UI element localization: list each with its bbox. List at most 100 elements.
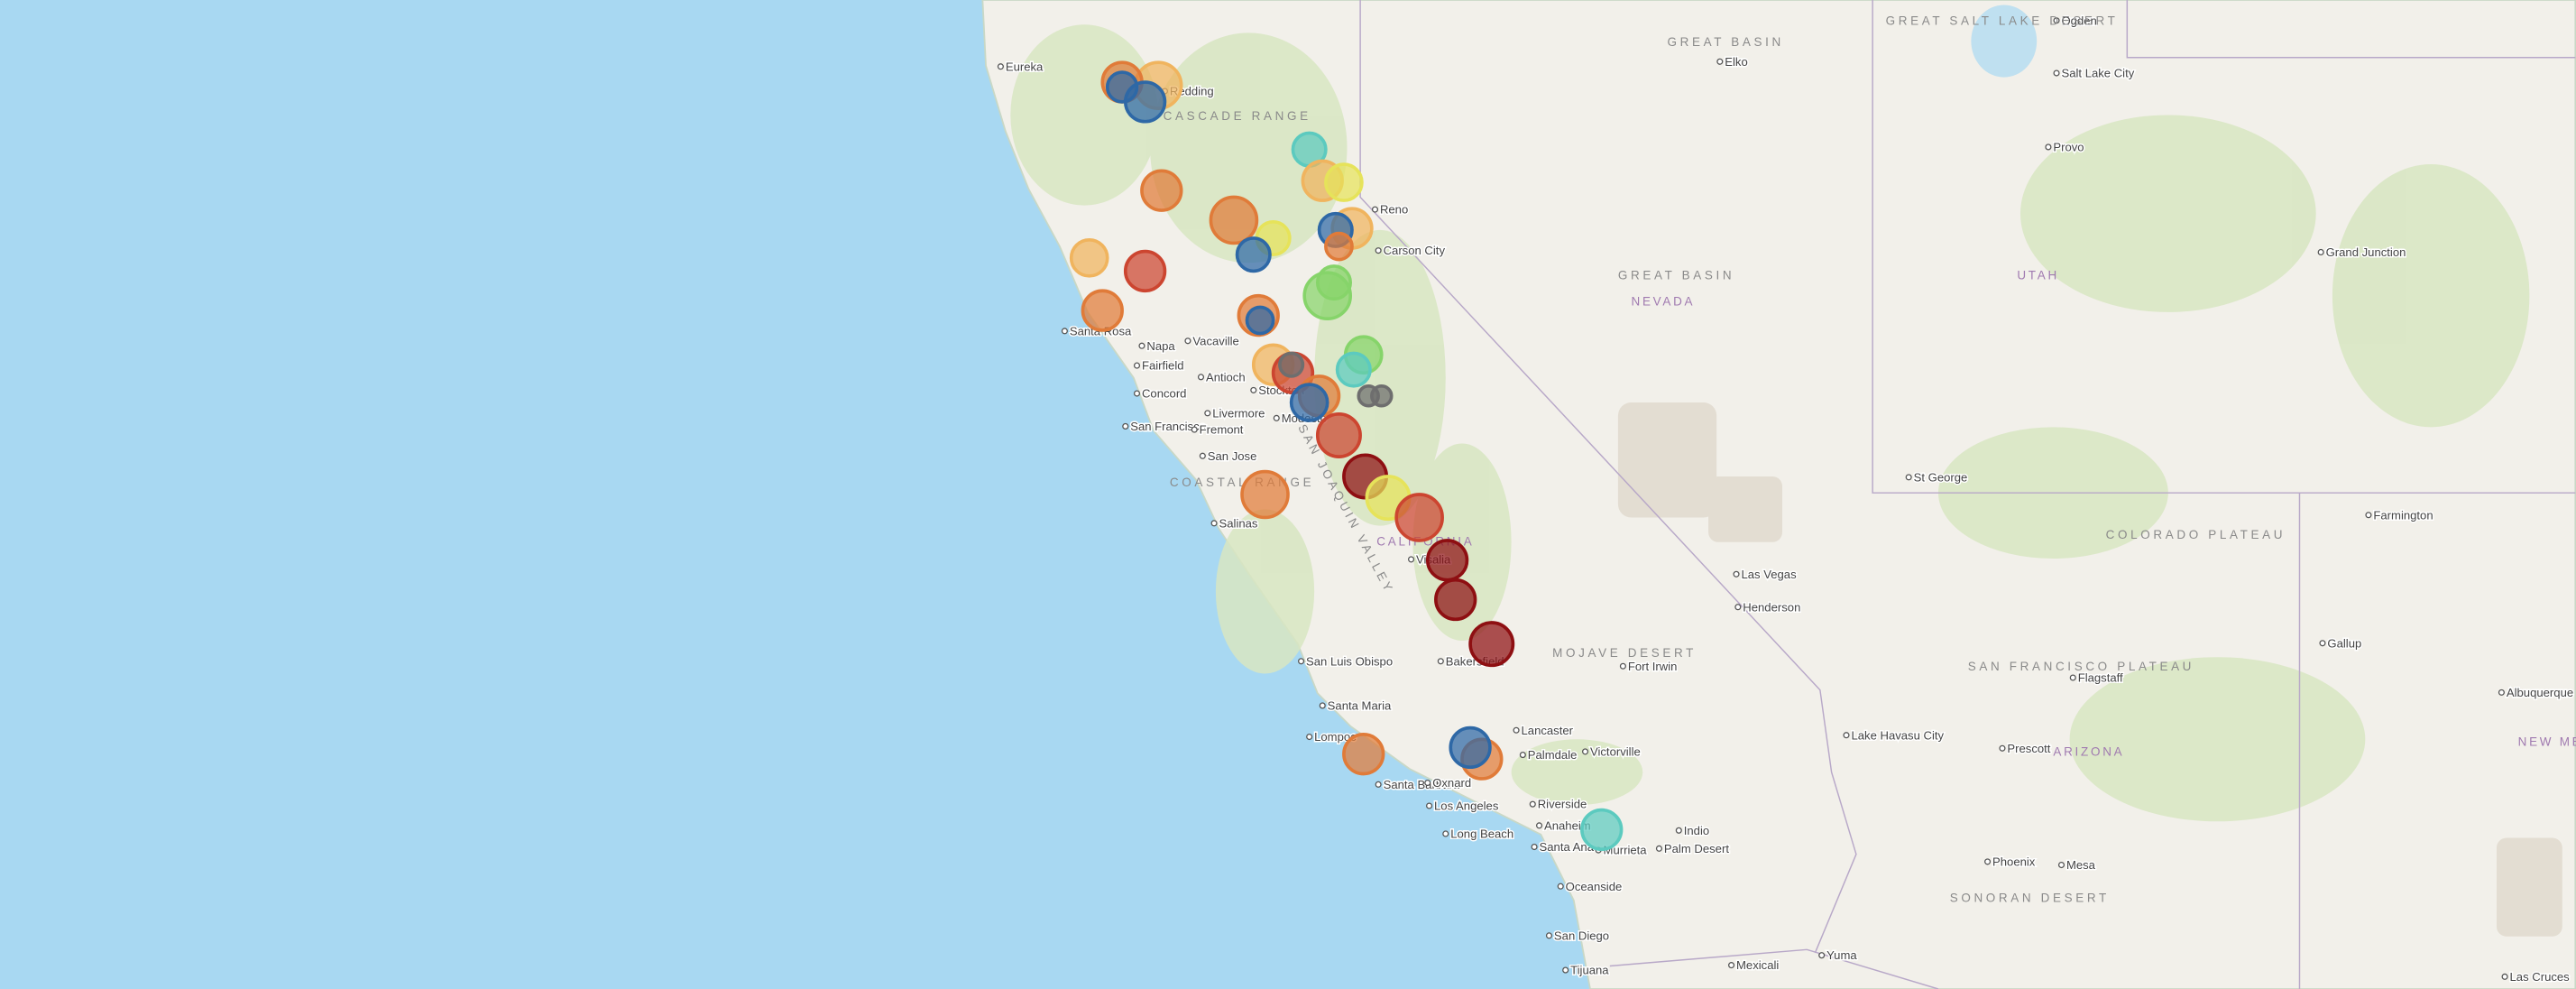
place-dot bbox=[1371, 206, 1379, 213]
site-marker bbox=[1370, 384, 1394, 408]
place-label: Fort Irwin bbox=[1628, 660, 1678, 673]
place-dot bbox=[1984, 858, 1992, 865]
site-marker bbox=[1434, 578, 1477, 622]
place-label: Provo bbox=[2053, 140, 2084, 153]
site-marker bbox=[1302, 271, 1353, 321]
place-dot bbox=[1191, 426, 1198, 433]
place-label: Farmington bbox=[2373, 508, 2433, 522]
place-dot bbox=[1061, 328, 1068, 335]
place-label: Palmdale bbox=[1528, 748, 1578, 762]
place-label: Victorville bbox=[1590, 744, 1641, 758]
site-marker bbox=[1289, 383, 1329, 422]
place-label: Lancaster bbox=[1522, 724, 1574, 737]
state-label: NEVADA bbox=[1632, 295, 1696, 309]
place-dot bbox=[1557, 883, 1564, 890]
place-label: San Francisco bbox=[1130, 420, 1206, 433]
state-label: ARIZONA bbox=[2053, 744, 2124, 758]
place-label: Elko bbox=[1725, 55, 1747, 69]
place-label: Phoenix bbox=[1992, 855, 2036, 868]
region-label: SONORAN DESERT bbox=[1950, 892, 2110, 905]
place-dot bbox=[1197, 374, 1205, 381]
site-marker bbox=[1081, 289, 1124, 332]
region-label: MOJAVE DESERT bbox=[1552, 646, 1697, 660]
place-label: Los Angeles bbox=[1434, 800, 1499, 813]
place-dot bbox=[1210, 520, 1218, 527]
site-marker bbox=[1324, 162, 1364, 202]
state-label: UTAH bbox=[2017, 269, 2059, 282]
place-label: Oxnard bbox=[1432, 776, 1471, 790]
place-label: Napa bbox=[1146, 339, 1175, 353]
place-dot bbox=[1442, 830, 1449, 837]
place-label: Fairfield bbox=[1142, 359, 1184, 373]
place-dot bbox=[1273, 414, 1280, 421]
site-marker bbox=[1235, 236, 1272, 273]
place-label: Tijuana bbox=[1570, 964, 1609, 977]
place-dot bbox=[1843, 732, 1850, 739]
place-label: Eureka bbox=[1006, 60, 1044, 73]
place-dot bbox=[1675, 827, 1682, 834]
region-label: GREAT BASIN bbox=[1618, 269, 1734, 282]
site-marker bbox=[1342, 732, 1385, 776]
site-marker bbox=[1123, 80, 1167, 124]
place-dot bbox=[2498, 689, 2505, 696]
place-label: Concord bbox=[1142, 387, 1186, 401]
place-dot bbox=[1733, 570, 1740, 578]
place-dot bbox=[1407, 556, 1415, 563]
place-dot bbox=[2045, 143, 2052, 151]
place-label: St George bbox=[1914, 470, 1968, 484]
place-dot bbox=[1529, 800, 1536, 808]
place-label: Las Vegas bbox=[1741, 568, 1797, 581]
place-label: Lake Havasu City bbox=[1851, 728, 1944, 742]
place-label: Santa Ana bbox=[1540, 840, 1595, 854]
markers bbox=[1069, 60, 1624, 852]
region-label: GREAT SALT LAKE DESERT bbox=[1886, 14, 2119, 27]
site-marker bbox=[1240, 469, 1290, 520]
place-dot bbox=[1319, 702, 1326, 709]
place-dot bbox=[2053, 17, 2060, 24]
place-label: Anaheim bbox=[1544, 818, 1591, 832]
region-label: SAN FRANCISCO PLATEAU bbox=[1968, 660, 2194, 673]
place-label: Ogden bbox=[2062, 14, 2097, 27]
place-label: Reno bbox=[1380, 203, 1408, 217]
place-dot bbox=[1424, 779, 1431, 787]
place-label: Flagstaff bbox=[2078, 671, 2123, 685]
place-dot bbox=[1199, 452, 1206, 459]
place-dot bbox=[1513, 726, 1520, 734]
place-label: Yuma bbox=[1826, 948, 1857, 962]
place-label: Santa Maria bbox=[1328, 698, 1392, 712]
place-dot bbox=[2501, 973, 2508, 980]
place-dot bbox=[1536, 822, 1543, 829]
place-dot bbox=[1298, 658, 1305, 665]
region-label: COLORADO PLATEAU bbox=[2106, 528, 2286, 541]
site-marker bbox=[1140, 169, 1183, 212]
site-marker bbox=[1468, 621, 1515, 668]
place-dot bbox=[1375, 247, 1382, 254]
place-label: San Luis Obispo bbox=[1306, 654, 1393, 668]
place-dot bbox=[2365, 512, 2372, 519]
place-dot bbox=[2053, 69, 2060, 77]
place-dot bbox=[2319, 640, 2326, 647]
site-marker bbox=[1335, 351, 1372, 388]
place-label: Salt Lake City bbox=[2062, 67, 2135, 80]
place-label: Riverside bbox=[1538, 798, 1587, 811]
place-label: Grand Junction bbox=[2326, 245, 2406, 259]
place-dot bbox=[1437, 658, 1444, 665]
place-dot bbox=[1426, 802, 1433, 809]
site-marker bbox=[1209, 195, 1259, 245]
place-dot bbox=[1905, 474, 1912, 481]
place-label: Indio bbox=[1684, 824, 1709, 837]
region-label: GREAT BASIN bbox=[1668, 35, 1784, 49]
place-label: Fremont bbox=[1200, 423, 1244, 437]
place-label: Long Beach bbox=[1450, 827, 1513, 841]
place-dot bbox=[1138, 342, 1145, 349]
place-dot bbox=[2057, 861, 2065, 869]
place-dot bbox=[1531, 843, 1538, 851]
place-label: Salinas bbox=[1219, 516, 1258, 530]
site-marker bbox=[1449, 726, 1492, 770]
great-salt-lake bbox=[1971, 5, 2038, 78]
place-label: Gallup bbox=[2327, 636, 2361, 650]
place-label: Albuquerque bbox=[2507, 686, 2573, 699]
place-dot bbox=[1545, 932, 1553, 939]
place-dot bbox=[1999, 744, 2006, 752]
